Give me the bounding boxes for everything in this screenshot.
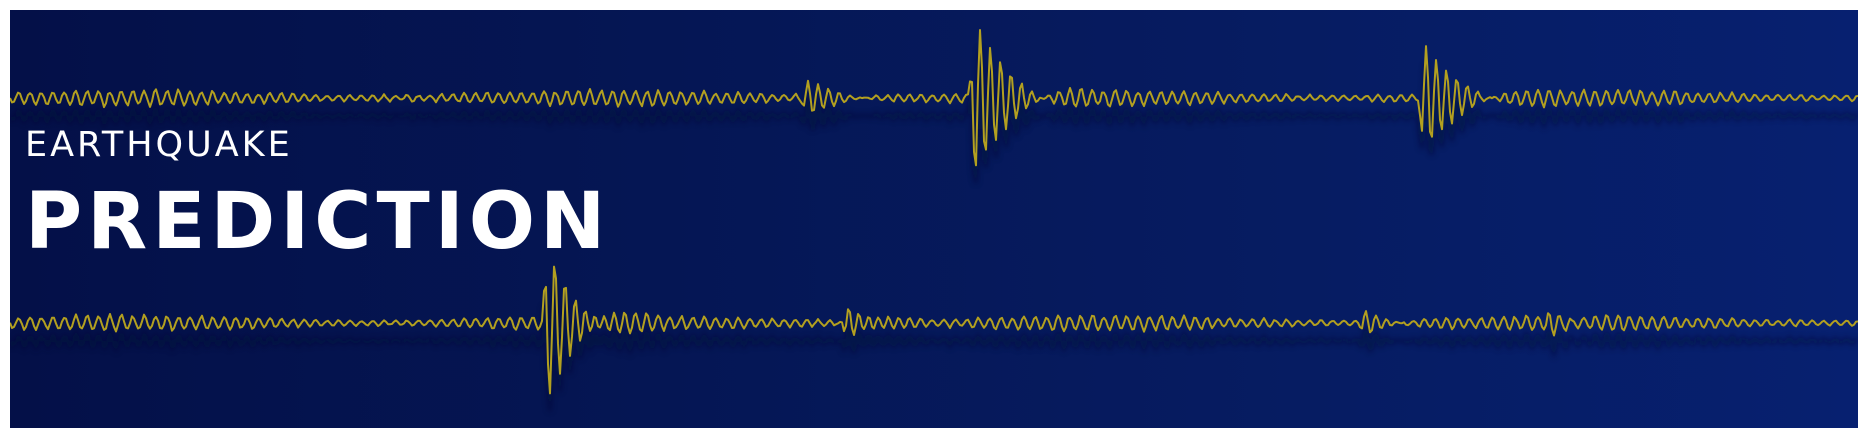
banner: EARTHQUAKE PREDICTION (10, 10, 1858, 428)
upper-trace (10, 29, 1858, 167)
banner-subtitle: EARTHQUAKE (25, 125, 293, 165)
upper-trace-shadow (10, 47, 1858, 184)
banner-title: PREDICTION (25, 177, 611, 267)
title-block: EARTHQUAKE PREDICTION (25, 125, 611, 267)
lower-trace-shadow (10, 284, 1858, 412)
seismogram-graphic (10, 29, 1858, 412)
lower-trace (10, 265, 1858, 395)
